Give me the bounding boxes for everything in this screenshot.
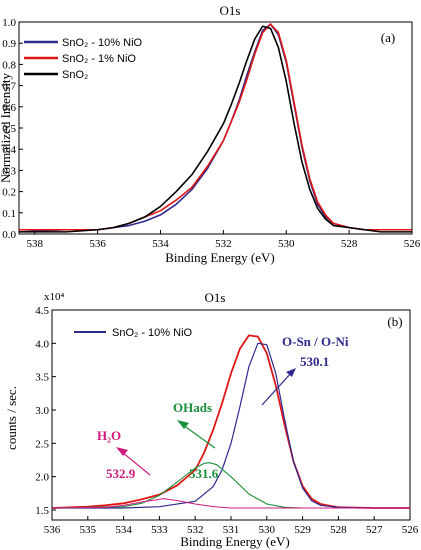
panel-b-xtick-label: 528	[330, 524, 347, 536]
panel-b-multiplier: x10⁴	[44, 291, 65, 303]
panel-b-series	[51, 334, 410, 509]
annotation-o-sn-value: 530.1	[300, 354, 329, 369]
panel-a-x-axis: 538 536 534 532 530 528 526	[26, 230, 421, 250]
panel-a-ytick-label: 0.8	[2, 59, 16, 71]
panel-a-ytick-label: 0.4	[2, 144, 16, 156]
panel-b-xtick-label: 526	[402, 524, 419, 536]
panel-a-ytick-label: 0.6	[2, 102, 16, 114]
panel-a-ytick-label: 1.0	[2, 17, 16, 29]
panel-b-xtick-label: 531	[223, 524, 240, 536]
panel-b-xtick-label: 529	[294, 524, 311, 536]
panel-a-ylabel: Normalized Intensity	[0, 72, 13, 183]
panel-a-xtick-label: 526	[404, 238, 421, 250]
panel-b-xtick-label: 527	[366, 524, 383, 536]
annotation-o-sn-arrowhead	[286, 368, 296, 377]
annotation-h2o-arrowhead	[116, 447, 128, 456]
panel-b-frame	[51, 309, 411, 521]
panel-b-xtick-label: 533	[151, 524, 168, 536]
panel-b-ytick-label: 4.0	[35, 338, 49, 350]
panel-a-ytick-label: 0.5	[2, 123, 16, 135]
panel-b-xtick-label: 530	[259, 524, 276, 536]
annotation-ohads: OHads 531.6	[173, 400, 219, 481]
panel-b-title: O1s	[205, 290, 226, 305]
panel-b-series-line-1	[52, 342, 410, 509]
panel-a-xtick-label: 528	[341, 238, 358, 250]
panel-a-ytick-label: 0.7	[2, 81, 16, 93]
panel-b: O1s x10⁴ (b) 1.52.02.53.03.54.04.5 536 53…	[4, 290, 419, 549]
annotation-ohads-arrowhead	[177, 420, 189, 429]
panel-a-ytick-label: 0.2	[2, 187, 16, 199]
panel-b-xlabel: Binding Energy (eV)	[180, 534, 290, 549]
panel-b-series-line-0	[51, 334, 410, 509]
panel-b-ytick-label: 2.0	[35, 472, 49, 484]
legend-label-sno2-1-nio: SnO₂ - 1% NiO	[62, 53, 136, 65]
panel-a-series	[18, 23, 412, 233]
panel-a-series-line-2	[19, 25, 412, 233]
panel-b-xtick-label: 534	[115, 524, 132, 536]
annotation-ohads-arrow	[182, 424, 216, 449]
panel-a-xtick-label: 530	[278, 238, 295, 250]
annotation-h2o-arrow	[121, 451, 151, 476]
annotation-o-sn: O-Sn / O-Ni 530.1	[261, 334, 349, 406]
panel-a-xtick-label: 534	[152, 238, 169, 250]
panel-b-label: (b)	[387, 314, 402, 329]
panel-b-ytick-label: 1.5	[35, 505, 49, 517]
panel-b-ytick-label: 3.5	[35, 372, 49, 384]
panel-b-ytick-label: 3.0	[35, 405, 49, 417]
panel-a-ytick-label: 0.1	[2, 208, 16, 220]
panel-a-xtick-label: 538	[26, 238, 43, 250]
panel-b-ylabel: counts / sec.	[4, 386, 19, 450]
panel-a-xtick-label: 536	[89, 238, 106, 250]
annotation-ohads-value: 531.6	[189, 466, 219, 481]
panel-a-title: O1s	[220, 3, 241, 18]
panel-a-xtick-label: 532	[215, 238, 232, 250]
panel-a-label: (a)	[381, 30, 395, 45]
panel-a-ytick-label: 0.0	[2, 229, 16, 241]
annotation-o-sn-label: O-Sn / O-Ni	[282, 334, 349, 349]
panel-a-ytick-label: 0.9	[2, 38, 16, 50]
legend-label-sno2: SnO₂	[62, 69, 88, 81]
legend-label-sno2-10-nio: SnO₂ - 10% NiO	[62, 37, 143, 49]
panel-a-xlabel: Binding Energy (eV)	[165, 250, 275, 265]
annotation-h2o-value: 532.9	[106, 466, 136, 481]
panel-a-legend: SnO₂ - 10% NiO SnO₂ - 1% NiO SnO₂	[24, 37, 143, 81]
legend-label-b-sno2-10-nio: SnO₂ - 10% NiO	[112, 327, 193, 339]
panel-a-ytick-label: 0.3	[2, 165, 16, 177]
panel-b-legend: SnO₂ - 10% NiO	[74, 327, 193, 339]
annotation-ohads-label: OHads	[173, 400, 212, 415]
annotation-h2o: H₂O 532.9	[97, 428, 151, 481]
panel-b-series-line-3	[51, 498, 410, 509]
panel-a-y-axis: 0.0 0.1 0.2 0.3 0.4 0.5 0.6 0.7 0.8 0.9 1.0	[2, 17, 23, 241]
panel-a: O1s (a) 0.0 0.1 0.2 0.3 0.4 0.5 0.6 0.7 0.8 0.9 1.…	[0, 3, 421, 265]
panel-b-x-axis: 536 535 534 533 532 531 530 529 528 527 526	[44, 516, 419, 536]
panel-b-xtick-label: 536	[44, 524, 61, 536]
panel-b-ytick-label: 2.5	[35, 438, 49, 450]
annotation-h2o-label: H₂O	[97, 428, 121, 443]
annotation-o-sn-arrow	[261, 371, 293, 406]
panel-b-xtick-label: 532	[187, 524, 204, 536]
panel-b-ytick-label: 4.5	[35, 305, 49, 317]
panel-b-xtick-label: 535	[80, 524, 97, 536]
panel-b-y-axis: 1.5 2.0 2.5 3.0 3.5 4.0 4.5	[35, 305, 56, 517]
